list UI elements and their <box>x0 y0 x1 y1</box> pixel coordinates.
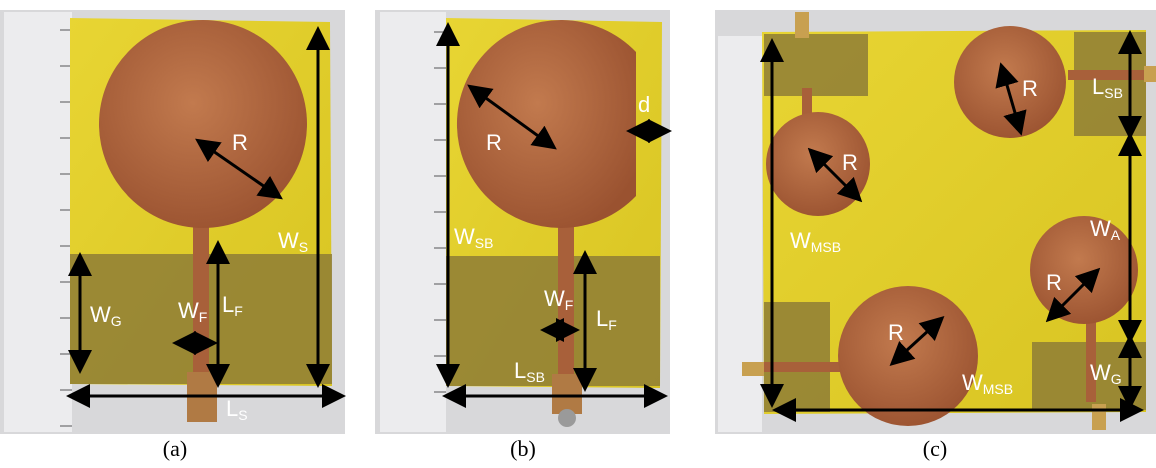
caption-b: (b) <box>510 436 536 461</box>
label-wmsb-c-bottom: WMSB <box>962 370 1013 397</box>
label-r-c-top: R <box>1022 76 1038 101</box>
label-lf-b: LF <box>596 306 617 333</box>
label-wg-a: WG <box>90 302 122 329</box>
label-lsb-c: LSB <box>1092 74 1123 101</box>
feed-line-c-bottom <box>764 362 842 372</box>
label-r-c-bottom: R <box>888 320 904 345</box>
connector-c-top <box>795 12 809 38</box>
ruler-a <box>4 12 72 432</box>
label-wa-c: WA <box>1090 216 1121 243</box>
label-r-a: R <box>232 130 248 155</box>
ground-square-tl <box>764 34 868 96</box>
caption-a: (a) <box>162 436 188 461</box>
arrow-r-b <box>467 84 557 150</box>
label-wf-b: WF <box>544 286 573 313</box>
arrow-r-a <box>195 138 283 200</box>
connector-c-right <box>1144 66 1156 82</box>
ground-square-tr <box>1074 32 1146 136</box>
label-ls-a: LS <box>226 396 248 423</box>
label-r-c-left: R <box>842 150 858 175</box>
label-r-c-right: R <box>1046 270 1062 295</box>
label-ws-a: WS <box>278 228 308 255</box>
label-lsb-b: LSB <box>514 358 545 385</box>
connector-b <box>552 374 582 414</box>
panel-c: R LSB R WMSB WA R R WMSB WG <box>715 10 1156 434</box>
ground-plane-b <box>446 256 660 386</box>
patch-c-bottom <box>838 286 978 426</box>
caption-c: (c) <box>922 436 948 461</box>
feed-line-c-right <box>1086 322 1096 402</box>
label-r-b: R <box>486 130 502 155</box>
patch-c-top <box>954 26 1066 138</box>
connector-b-sma <box>558 409 576 427</box>
label-lf-a: LF <box>222 292 243 319</box>
panel-b: R d WSB WF LF LSB <box>375 10 672 434</box>
label-wmsb-c-left: WMSB <box>790 228 841 255</box>
label-wg-c: WG <box>1090 360 1122 387</box>
label-d-b: d <box>638 92 650 117</box>
ground-square-bl <box>764 302 830 412</box>
arrow-r-c-bottom <box>889 315 945 367</box>
panel-a: R WS WG WF LF LS <box>0 10 346 434</box>
label-wf-a: WF <box>178 298 207 325</box>
label-wsb-b: WSB <box>454 224 493 251</box>
arrow-r-c-left <box>807 147 863 203</box>
feed-line-c-top <box>1068 70 1146 80</box>
ruler-b <box>380 12 446 432</box>
arrow-r-c-top <box>995 62 1027 136</box>
arrow-r-c-right <box>1045 267 1101 323</box>
feed-line-a <box>193 222 209 372</box>
connector-c-bottom <box>1092 404 1106 430</box>
feed-line-c-left <box>802 88 812 128</box>
connector-c-left <box>742 362 764 376</box>
circular-patch-a <box>99 20 307 228</box>
